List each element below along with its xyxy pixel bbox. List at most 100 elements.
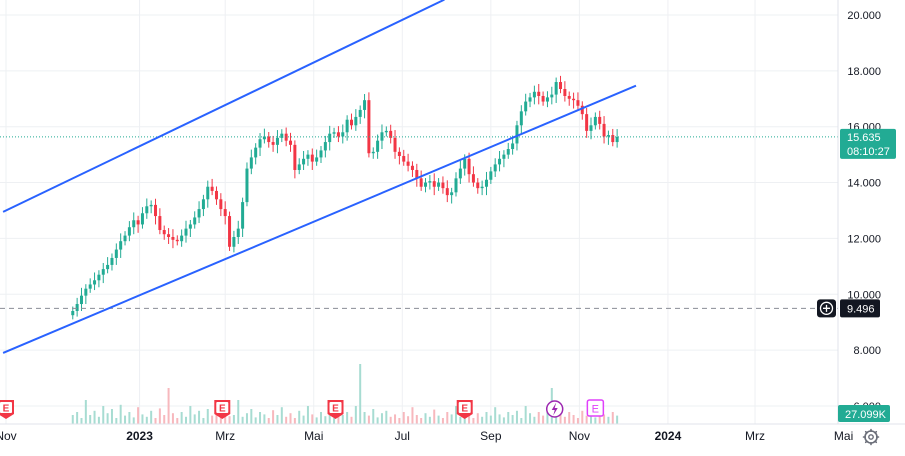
candle-body bbox=[223, 209, 227, 217]
volume-bar bbox=[167, 388, 170, 424]
volume-bar bbox=[324, 416, 327, 424]
candle-body bbox=[559, 82, 563, 90]
candle-body bbox=[228, 216, 232, 247]
earnings-marker[interactable]: E bbox=[214, 400, 231, 419]
volume-bar bbox=[542, 415, 545, 424]
volume-bar bbox=[468, 415, 471, 424]
candle bbox=[554, 77, 558, 103]
price-tick-label: 12.000 bbox=[847, 233, 881, 245]
candle-body bbox=[110, 257, 114, 265]
plus-icon bbox=[823, 304, 830, 312]
volume-bar bbox=[376, 417, 379, 424]
candle bbox=[284, 127, 288, 147]
candle-body bbox=[328, 133, 332, 143]
candle bbox=[358, 105, 362, 124]
candle bbox=[332, 127, 336, 138]
candle-body bbox=[397, 151, 401, 157]
candle bbox=[402, 149, 406, 166]
candle bbox=[223, 201, 227, 225]
volume-bar bbox=[529, 413, 532, 424]
candle bbox=[349, 113, 353, 130]
candle bbox=[149, 200, 153, 214]
candle bbox=[106, 257, 110, 274]
earnings-marker[interactable]: E bbox=[586, 399, 605, 417]
candle bbox=[158, 208, 162, 235]
candle-body bbox=[71, 311, 75, 316]
earnings-badge-inner bbox=[458, 402, 471, 413]
candle bbox=[275, 130, 279, 154]
volume-bar bbox=[603, 414, 606, 424]
volume-bar bbox=[563, 416, 566, 424]
candle bbox=[193, 211, 197, 229]
volume-bar bbox=[180, 412, 183, 424]
candle bbox=[498, 150, 502, 172]
volume-bar bbox=[420, 418, 423, 424]
candle-body bbox=[615, 136, 619, 143]
volume-bar bbox=[320, 412, 322, 424]
settings-gear-icon[interactable] bbox=[862, 428, 880, 446]
volume-bar bbox=[272, 410, 275, 424]
candle bbox=[384, 126, 388, 137]
candle bbox=[241, 197, 245, 238]
candle-body bbox=[197, 209, 201, 218]
volume-bar bbox=[298, 410, 301, 424]
candle-body bbox=[406, 161, 410, 166]
time-tick-label: Sep bbox=[480, 429, 502, 443]
earnings-label: E bbox=[332, 404, 339, 415]
price-tick-label: 18.000 bbox=[847, 66, 881, 78]
candle-body bbox=[476, 182, 480, 189]
candle-body bbox=[149, 204, 153, 207]
volume-bar bbox=[154, 418, 157, 424]
candle-body bbox=[410, 165, 414, 170]
volume-bar bbox=[581, 410, 584, 424]
add-alert-button[interactable] bbox=[817, 299, 836, 318]
candle-body bbox=[180, 235, 184, 242]
earnings-marker[interactable]: E bbox=[456, 400, 473, 419]
candle bbox=[602, 116, 606, 144]
candle bbox=[171, 229, 175, 249]
candle bbox=[567, 91, 571, 106]
volume-bar bbox=[341, 415, 344, 424]
volume-bar bbox=[232, 415, 235, 424]
price-tick-label: 8.000 bbox=[853, 345, 881, 357]
candle bbox=[75, 297, 79, 317]
candle-body bbox=[349, 119, 353, 126]
time-axis bbox=[0, 424, 905, 451]
candle-body bbox=[171, 237, 175, 240]
candle bbox=[236, 220, 240, 244]
candle-body bbox=[367, 100, 371, 154]
dividend-marker[interactable] bbox=[545, 400, 564, 418]
candle-body bbox=[389, 130, 393, 138]
volume-bar bbox=[546, 409, 549, 424]
candle bbox=[323, 135, 327, 158]
candle bbox=[437, 178, 441, 191]
candle-body bbox=[402, 156, 406, 162]
volume-bar bbox=[306, 406, 309, 424]
earnings-label: E bbox=[219, 404, 226, 415]
candle-body bbox=[550, 94, 554, 98]
candle bbox=[476, 178, 480, 194]
channel-lower-line bbox=[2, 84, 637, 354]
candle bbox=[232, 230, 236, 253]
volume-bar bbox=[555, 414, 558, 424]
earnings-marker[interactable]: E bbox=[0, 400, 14, 419]
candle-body bbox=[84, 288, 88, 296]
volume-bar bbox=[585, 415, 588, 424]
volume-bar bbox=[128, 412, 131, 424]
candle bbox=[471, 166, 475, 187]
candle bbox=[572, 92, 576, 109]
candle-body bbox=[258, 139, 262, 148]
candle-body bbox=[489, 171, 493, 180]
earnings-marker[interactable]: E bbox=[327, 400, 344, 419]
volume-bar bbox=[402, 412, 405, 424]
candle bbox=[580, 101, 584, 120]
candle-body bbox=[249, 157, 253, 169]
volume-bar bbox=[328, 413, 331, 424]
candle-body bbox=[585, 114, 589, 131]
candle bbox=[188, 219, 192, 238]
candle bbox=[519, 105, 523, 134]
candle bbox=[249, 149, 253, 175]
